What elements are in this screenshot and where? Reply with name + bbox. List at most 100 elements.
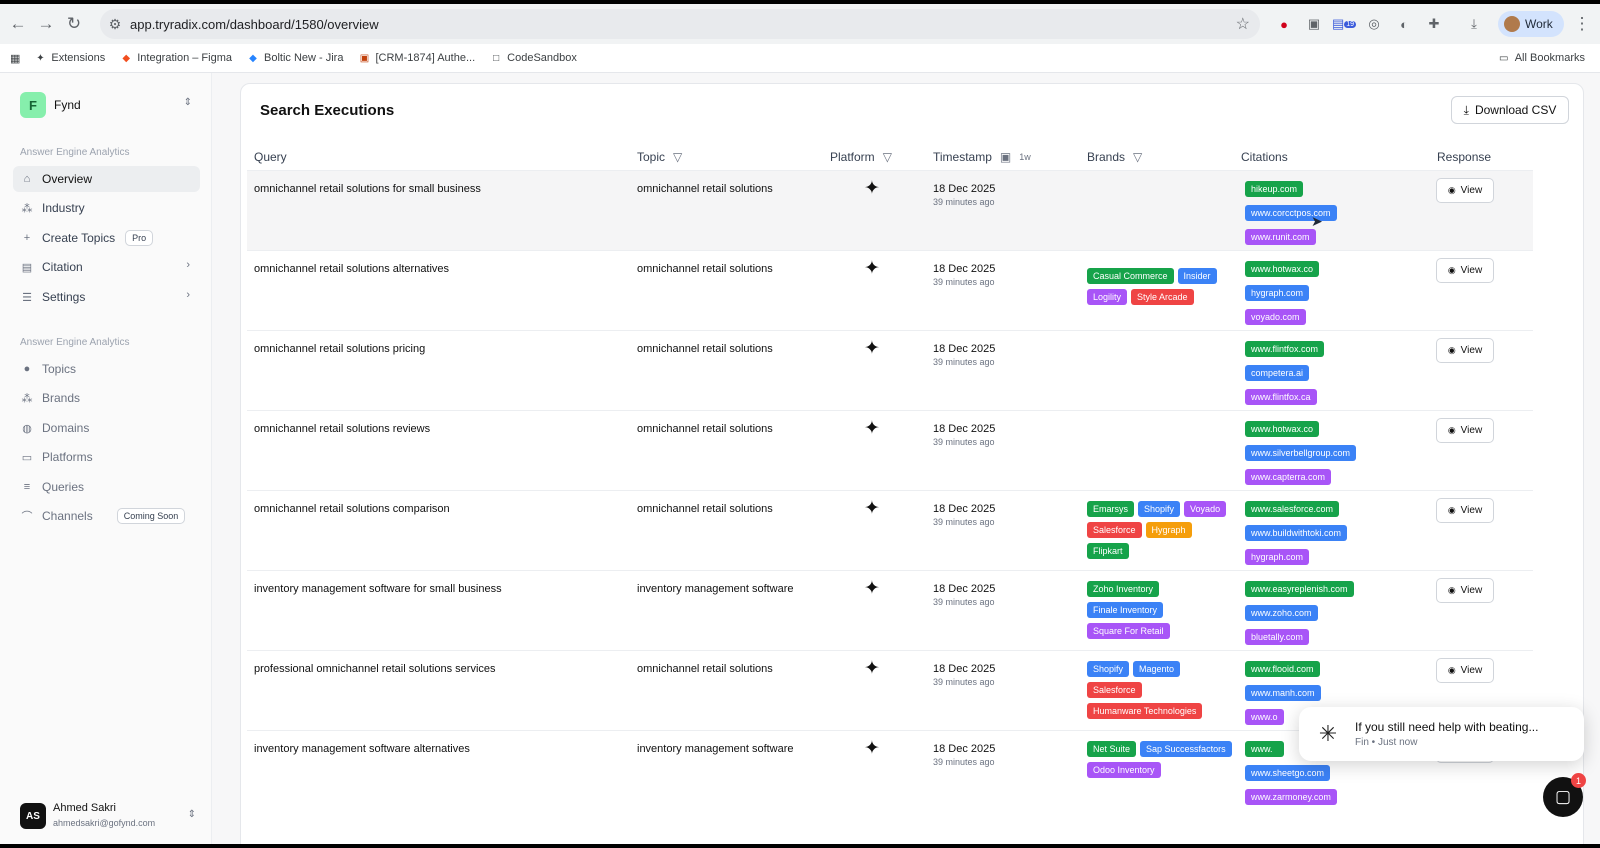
calendar-icon[interactable]: ▣ <box>999 150 1012 164</box>
timestamp-date: 18 Dec 2025 <box>933 183 996 195</box>
platform-sparkle-icon: ✦ <box>864 338 880 359</box>
grammar-ext-icon[interactable]: ◎ <box>1368 16 1380 31</box>
chat-launcher-button[interactable]: ▢ <box>1543 777 1583 817</box>
citation-link[interactable]: www.buildwithtoki.com↗ <box>1245 525 1348 560</box>
citation-link[interactable]: bluetally.com↗ <box>1245 629 1309 645</box>
platform-sparkle-icon: ✦ <box>864 738 880 759</box>
citation-link[interactable]: www.hotwax.co↗ <box>1245 261 1320 296</box>
view-response-button[interactable]: ◉ View <box>1436 658 1494 683</box>
pro-badge: Pro <box>125 230 154 246</box>
bookmark-star-icon[interactable]: ☆ <box>1235 16 1250 33</box>
opera-icon[interactable]: ● <box>1280 16 1288 32</box>
citation-link[interactable]: www.flintfox.ca↗ <box>1245 389 1317 405</box>
citation-link[interactable]: www.hotwax.co↗ <box>1245 421 1320 456</box>
citation-link[interactable]: voyado.com↗ <box>1245 309 1306 325</box>
back-icon[interactable]: ← <box>9 14 27 33</box>
view-response-button[interactable]: ◉ View <box>1436 498 1494 523</box>
chat-notification[interactable]: ✳ If you still need help with beating...… <box>1299 707 1584 761</box>
citation-link[interactable]: www.flooid.com↗ <box>1245 661 1320 696</box>
citation-link[interactable]: www.zoho.com↗ <box>1245 605 1318 640</box>
brand-chip: Logility <box>1087 289 1128 305</box>
citation-link[interactable]: www.capterra.com↗ <box>1245 469 1332 485</box>
sidebar-item-domains[interactable]: ◍ Domains <box>13 415 200 441</box>
capture-ext-icon[interactable]: ◐ <box>1400 16 1408 32</box>
bookmark-codesandbox[interactable]: □ CodeSandbox <box>490 52 577 64</box>
query-cell: professional omnichannel retail solution… <box>254 663 496 675</box>
citation-domain: hygraph.com <box>1251 288 1304 298</box>
citation-link[interactable]: www.salesforce.com↗ <box>1245 501 1340 536</box>
puzzle-icon[interactable]: ✚ <box>1428 16 1440 31</box>
filter-icon[interactable]: ▽ <box>1133 150 1143 164</box>
sidebar-item-create-topics[interactable]: + Create Topics Pro <box>13 225 200 251</box>
citation-link[interactable]: www.manh.com↗ <box>1245 685 1321 720</box>
user-menu[interactable]: AS Ahmed Sakri ahmedsakri@gofynd.com ⇕ <box>20 801 196 835</box>
forward-icon[interactable]: → <box>37 14 55 33</box>
org-switcher[interactable]: F Fynd ⇕ <box>20 91 192 119</box>
reload-icon[interactable]: ↻ <box>66 14 82 33</box>
bookmark-extensions[interactable]: ✦ Extensions <box>34 52 105 64</box>
sidebar-item-industry[interactable]: ⁂ Industry <box>13 195 200 221</box>
all-bookmarks[interactable]: ▭ All Bookmarks <box>1498 52 1585 64</box>
view-response-button[interactable]: ◉ View <box>1436 338 1494 363</box>
calendar-ext-icon[interactable]: ▤ 19 <box>1331 16 1357 31</box>
date-range-label[interactable]: 1w <box>1019 152 1031 162</box>
eye-icon: ◉ <box>1447 585 1456 595</box>
eye-icon: ◉ <box>1447 505 1456 515</box>
sidebar-item-brands[interactable]: ⁂ Brands <box>13 385 200 411</box>
address-bar[interactable]: ⚙ app.tryradix.com/dashboard/1580/overvi… <box>100 9 1260 39</box>
menu-kebab-icon[interactable]: ⋮ <box>1573 14 1591 33</box>
citation-link[interactable]: hygraph.com↗ <box>1245 285 1310 320</box>
citation-link[interactable]: hygraph.com↗ <box>1245 549 1310 565</box>
citation-link[interactable]: www.silverbellgroup.com↗ <box>1245 445 1357 480</box>
download-icon[interactable]: ⤓ <box>1471 16 1477 31</box>
citation-link[interactable]: www.o↗ <box>1245 709 1284 725</box>
sidebar-item-topics[interactable]: ● Topics <box>13 356 200 382</box>
user-email: ahmedsakri@gofynd.com <box>53 818 156 828</box>
citations-cell: www.↗www.sheetgo.com↗www.zarmoney.com↗ <box>1245 741 1425 805</box>
book-icon: ▤ <box>21 261 33 274</box>
timestamp-cell: 18 Dec 2025 39 minutes ago <box>933 583 995 607</box>
profile-button[interactable]: Work <box>1498 11 1564 37</box>
figma-icon: ◆ <box>122 52 131 64</box>
platform-sparkle-icon: ✦ <box>864 178 880 199</box>
sidebar-item-queries[interactable]: ≡ Queries <box>13 474 200 500</box>
citation-domain: competera.ai <box>1251 368 1304 378</box>
coming-soon-badge: Coming Soon <box>116 508 186 524</box>
view-response-button[interactable]: ◉ View <box>1436 258 1494 283</box>
citation-link[interactable]: www.runit.com↗ <box>1245 229 1316 245</box>
citations-cell: www.easyreplenish.com↗www.zoho.com↗bluet… <box>1245 581 1425 645</box>
chevron-right-icon: › <box>186 259 190 271</box>
bookmark-label: Boltic New - Jira <box>264 52 344 64</box>
column-label: Query <box>254 150 287 164</box>
citation-link[interactable]: competera.ai↗ <box>1245 365 1310 400</box>
view-response-button[interactable]: ◉ View <box>1436 578 1494 603</box>
apps-icon[interactable]: ▦ <box>10 52 21 65</box>
sidebar-item-citation[interactable]: ▤ Citation › <box>13 254 200 280</box>
view-response-button[interactable]: ◉ View <box>1436 418 1494 443</box>
site-settings-icon[interactable]: ⚙ <box>108 15 122 32</box>
bookmark-crm[interactable]: ▣ [CRM-1874] Authe... <box>358 52 475 64</box>
bookmark-jira[interactable]: ◆ Boltic New - Jira <box>247 52 343 64</box>
filter-icon[interactable]: ▽ <box>882 150 892 164</box>
sidebar-item-channels[interactable]: ⌒ Channels Coming Soon <box>13 503 200 529</box>
sidebar-item-platforms[interactable]: ▭ Platforms <box>13 444 200 470</box>
download-csv-button[interactable]: ⤓ Download CSV <box>1451 96 1569 124</box>
sidebar-item-overview[interactable]: ⌂ Overview <box>13 166 200 192</box>
citation-link[interactable]: www.sheetgo.com↗ <box>1245 765 1331 800</box>
browser-window: ← → ↻ ⚙ app.tryradix.com/dashboard/1580/… <box>0 4 1600 844</box>
bookmark-figma[interactable]: ◆ Integration – Figma <box>120 52 232 64</box>
citation-link[interactable]: hikeup.com↗ <box>1245 181 1304 216</box>
citation-link[interactable]: www.↗ <box>1245 741 1284 776</box>
brand-chip: Salesforce <box>1087 522 1142 538</box>
brand-chip: Net Suite <box>1087 741 1137 757</box>
view-response-button[interactable]: ◉ View <box>1436 178 1494 203</box>
extension-icon[interactable]: ▣ <box>1307 16 1321 31</box>
citation-link[interactable]: www.flintfox.com↗ <box>1245 341 1325 376</box>
citation-link[interactable]: www.easyreplenish.com↗ <box>1245 581 1354 616</box>
sidebar-item-settings[interactable]: ☰ Settings › <box>13 284 200 310</box>
platform-sparkle-icon: ✦ <box>864 658 880 679</box>
filter-icon[interactable]: ▽ <box>673 150 683 164</box>
crm-icon: ▣ <box>359 52 370 64</box>
citation-link[interactable]: www.zarmoney.com↗ <box>1245 789 1337 805</box>
view-label: View <box>1460 265 1483 276</box>
